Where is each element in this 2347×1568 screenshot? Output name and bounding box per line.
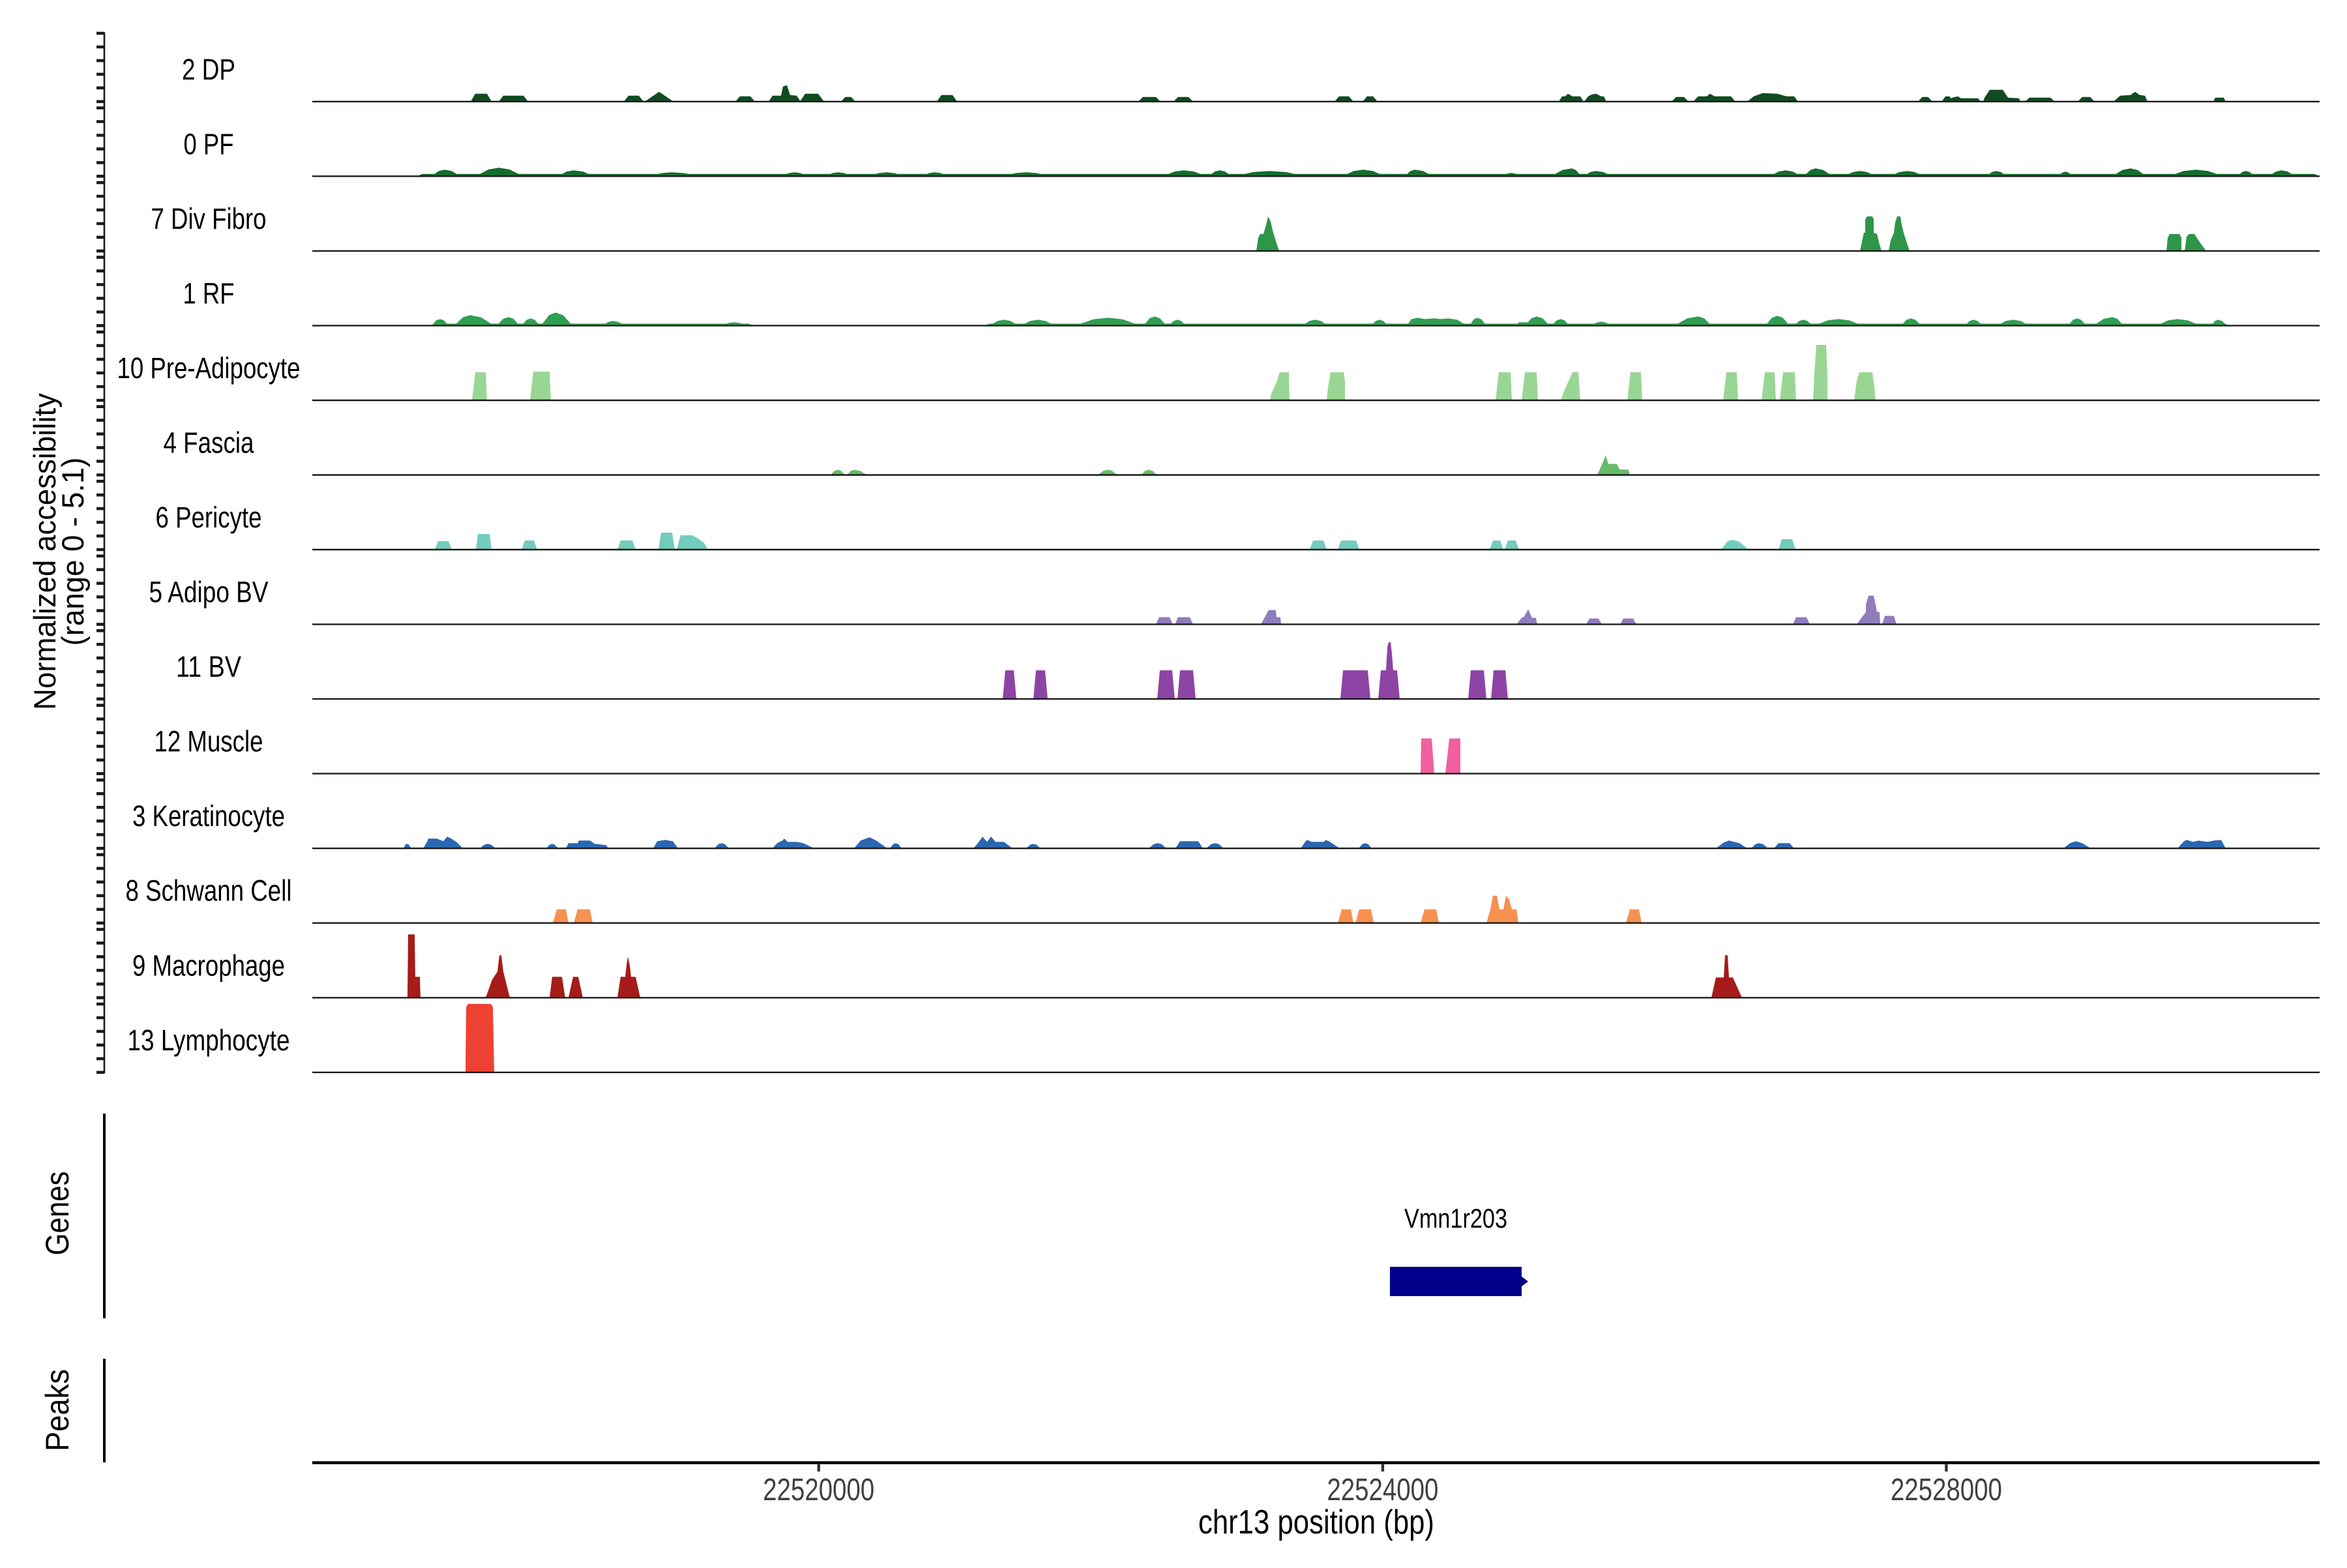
svg-text:11 BV: 11 BV — [176, 650, 241, 683]
svg-text:2 DP: 2 DP — [182, 53, 235, 86]
svg-text:12 Muscle: 12 Muscle — [155, 725, 263, 758]
svg-text:7 Div Fibro: 7 Div Fibro — [151, 202, 267, 235]
svg-text:6 Pericyte: 6 Pericyte — [156, 501, 262, 534]
svg-text:Vmn1r203: Vmn1r203 — [1404, 1203, 1507, 1234]
svg-text:10 Pre-Adipocyte: 10 Pre-Adipocyte — [117, 351, 301, 385]
svg-text:8 Schwann Cell: 8 Schwann Cell — [126, 874, 292, 908]
svg-text:Normalized accessibility: Normalized accessibility — [27, 393, 62, 710]
svg-text:22528000: 22528000 — [1891, 1473, 2002, 1507]
svg-text:Peaks: Peaks — [39, 1369, 76, 1451]
svg-text:22520000: 22520000 — [763, 1473, 874, 1507]
svg-text:chr13 position (bp): chr13 position (bp) — [1198, 1503, 1434, 1541]
svg-text:Genes: Genes — [39, 1172, 76, 1256]
svg-text:0 PF: 0 PF — [184, 127, 234, 160]
svg-text:9 Macrophage: 9 Macrophage — [132, 949, 285, 982]
svg-text:3 Keratinocyte: 3 Keratinocyte — [132, 799, 285, 833]
svg-text:4 Fascia: 4 Fascia — [164, 426, 255, 459]
svg-text:1 RF: 1 RF — [183, 276, 235, 310]
svg-text:(range 0 - 5.1): (range 0 - 5.1) — [55, 458, 90, 646]
svg-text:13 Lymphocyte: 13 Lymphocyte — [128, 1024, 290, 1057]
svg-text:22524000: 22524000 — [1327, 1473, 1438, 1507]
svg-text:5 Adipo BV: 5 Adipo BV — [149, 576, 269, 609]
